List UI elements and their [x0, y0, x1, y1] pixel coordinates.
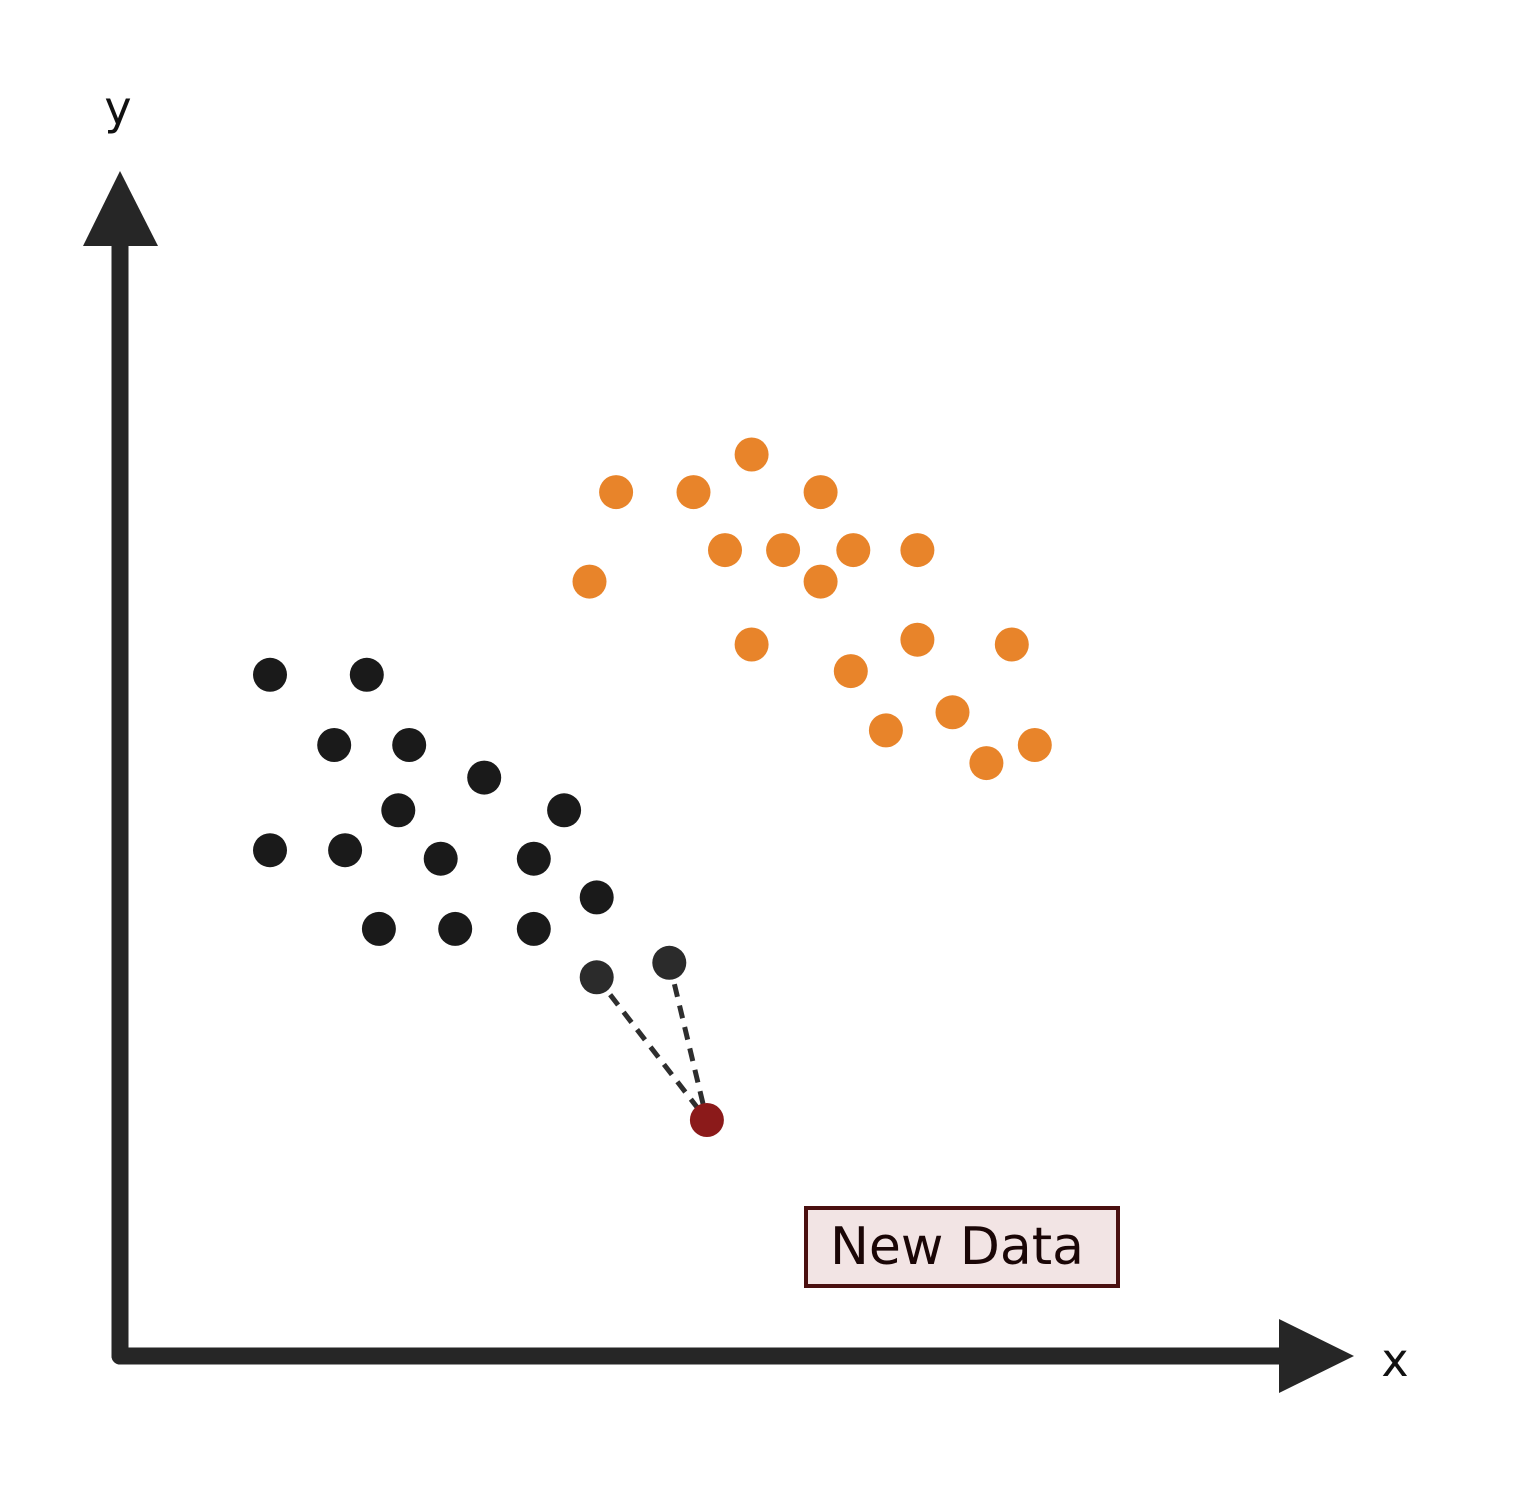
orange-point: [836, 533, 871, 568]
black-point: [253, 657, 287, 692]
nearest-neighbor-connectors: [594, 962, 710, 1122]
orange-point: [900, 622, 935, 657]
orange-point: [935, 695, 970, 730]
black-point: [467, 760, 502, 795]
orange-point: [1017, 728, 1052, 762]
orange-point: [969, 746, 1004, 781]
data-points: [253, 437, 1052, 1137]
orange-point: [833, 654, 868, 689]
black-point: [392, 728, 427, 762]
x-axis-label: x: [1381, 1333, 1408, 1387]
y-axis-label: y: [104, 81, 131, 135]
new-data-label: New Data: [830, 1217, 1084, 1277]
black-point: [579, 880, 614, 915]
nearest-neighbor-point: [579, 960, 614, 995]
y-axis-arrowhead: [83, 171, 158, 246]
orange-point: [572, 564, 607, 599]
x-axis-arrowhead: [1279, 1319, 1354, 1393]
orange-point: [734, 627, 769, 662]
orange-point: [868, 713, 903, 748]
new-data-annotation: New Data: [804, 1206, 1120, 1288]
new-data-label-box: [804, 1206, 1120, 1288]
black-point: [438, 911, 473, 946]
orange-point: [803, 564, 838, 599]
black-point: [253, 833, 287, 868]
black-point: [516, 841, 551, 876]
orange-point: [900, 533, 935, 568]
new-data-point: [689, 1103, 724, 1137]
orange-point: [994, 627, 1029, 662]
black-point: [349, 657, 384, 692]
orange-point: [766, 533, 801, 568]
orange-point: [676, 475, 711, 510]
black-point: [317, 728, 352, 762]
axes: y x: [83, 81, 1409, 1393]
orange-point: [734, 437, 769, 472]
orange-point: [803, 475, 838, 510]
orange-point: [599, 475, 634, 510]
nearest-neighbor-point: [652, 945, 687, 980]
black-point: [361, 911, 396, 946]
black-point: [516, 911, 551, 946]
black-point: [547, 793, 582, 828]
black-point: [381, 793, 416, 828]
neighbor-connector-line: [594, 975, 709, 1122]
neighbor-connector-line: [666, 962, 710, 1121]
orange-point: [708, 533, 742, 568]
black-point: [328, 833, 363, 868]
black-point: [423, 841, 458, 876]
